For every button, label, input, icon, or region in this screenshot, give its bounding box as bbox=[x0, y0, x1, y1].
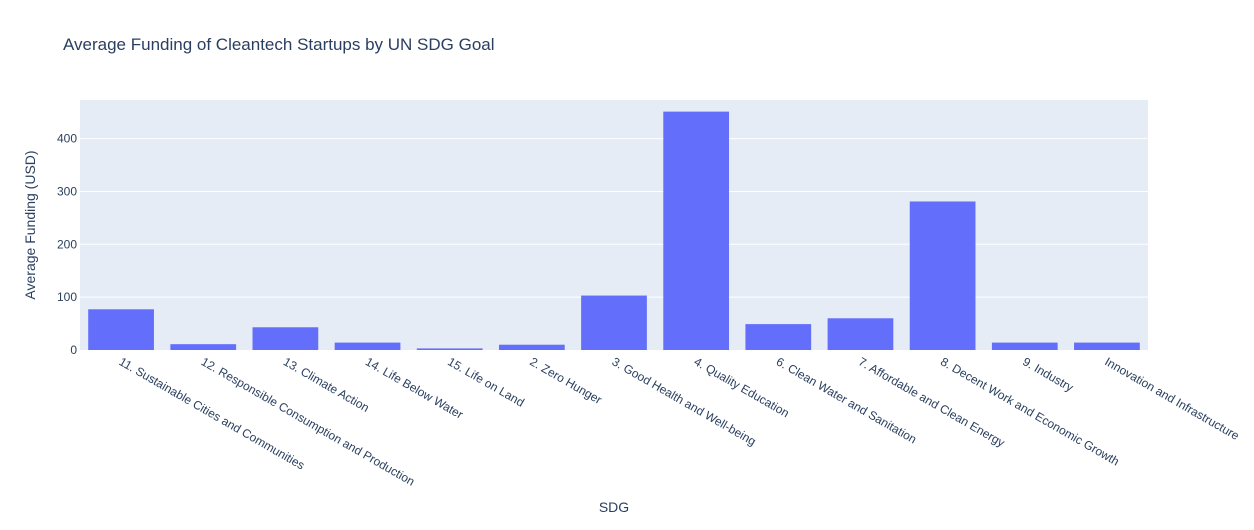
bar[interactable] bbox=[252, 327, 319, 350]
y-axis-title: Average Funding (USD) bbox=[22, 150, 38, 299]
chart-title: Average Funding of Cleantech Startups by… bbox=[63, 35, 495, 54]
bar[interactable] bbox=[581, 295, 647, 350]
bar[interactable] bbox=[663, 111, 730, 351]
y-tick-label: 300 bbox=[57, 184, 77, 198]
bar[interactable] bbox=[334, 342, 401, 350]
bar[interactable] bbox=[745, 324, 812, 350]
x-tick-label: 15. Life on Land bbox=[445, 354, 527, 409]
bar[interactable] bbox=[827, 318, 894, 350]
bar[interactable] bbox=[498, 344, 565, 350]
bar[interactable] bbox=[991, 342, 1058, 350]
x-axis-title: SDG bbox=[599, 499, 629, 515]
x-tick-label: Innovation and Infrastructure bbox=[1102, 354, 1242, 443]
x-tick-label: 7. Affordable and Clean Energy bbox=[856, 354, 1007, 449]
y-tick-label: 100 bbox=[57, 290, 77, 304]
x-tick-label: 3. Good Health and Well-being bbox=[610, 354, 759, 448]
bar[interactable] bbox=[909, 201, 976, 350]
bar[interactable] bbox=[1074, 342, 1140, 350]
y-tick-label: 200 bbox=[57, 237, 77, 251]
y-axis-ticks: 0 100 200 300 400 bbox=[57, 132, 77, 357]
bar[interactable] bbox=[170, 344, 237, 350]
bar[interactable] bbox=[88, 309, 154, 350]
x-tick-label: 6. Clean Water and Sanitation bbox=[774, 354, 919, 446]
y-tick-label: 400 bbox=[57, 132, 77, 146]
y-tick-label: 0 bbox=[70, 343, 77, 357]
x-tick-label: 2. Zero Hunger bbox=[527, 354, 604, 406]
x-tick-label: 9. Industry bbox=[1020, 354, 1076, 394]
bar[interactable] bbox=[416, 348, 483, 350]
x-axis-ticks: 11. Sustainable Cities and Communities12… bbox=[117, 354, 1242, 488]
bars bbox=[88, 111, 1140, 351]
